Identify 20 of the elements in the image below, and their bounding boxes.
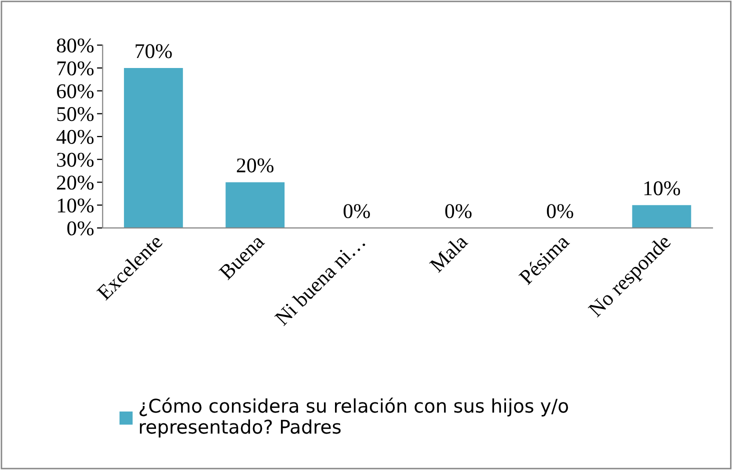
data-label: 20%	[236, 158, 274, 173]
y-tick-label: 80%	[56, 38, 94, 53]
bar	[226, 182, 285, 228]
y-tick-label: 10%	[58, 198, 94, 213]
y-tick-label: 0%	[67, 221, 94, 236]
bar	[632, 205, 692, 228]
data-label: 70%	[136, 44, 172, 58]
y-tick-label: 40%	[56, 130, 94, 144]
x-tick-label: Mala	[428, 233, 469, 274]
y-tick-label: 70%	[57, 61, 94, 76]
y-tick-label: 20%	[57, 176, 94, 190]
data-label: 0%	[445, 204, 472, 218]
y-tick-label: 30%	[57, 152, 94, 167]
data-label: 0%	[344, 204, 370, 218]
y-tick-label: 60%	[56, 84, 94, 98]
legend-label: ¿Cómo considera su relación con sus hijos y/o representado? Padres	[140, 398, 568, 438]
data-label: 0%	[546, 204, 574, 218]
bar	[124, 68, 183, 228]
data-label: 10%	[644, 181, 680, 196]
y-tick-label: 50%	[57, 107, 94, 122]
